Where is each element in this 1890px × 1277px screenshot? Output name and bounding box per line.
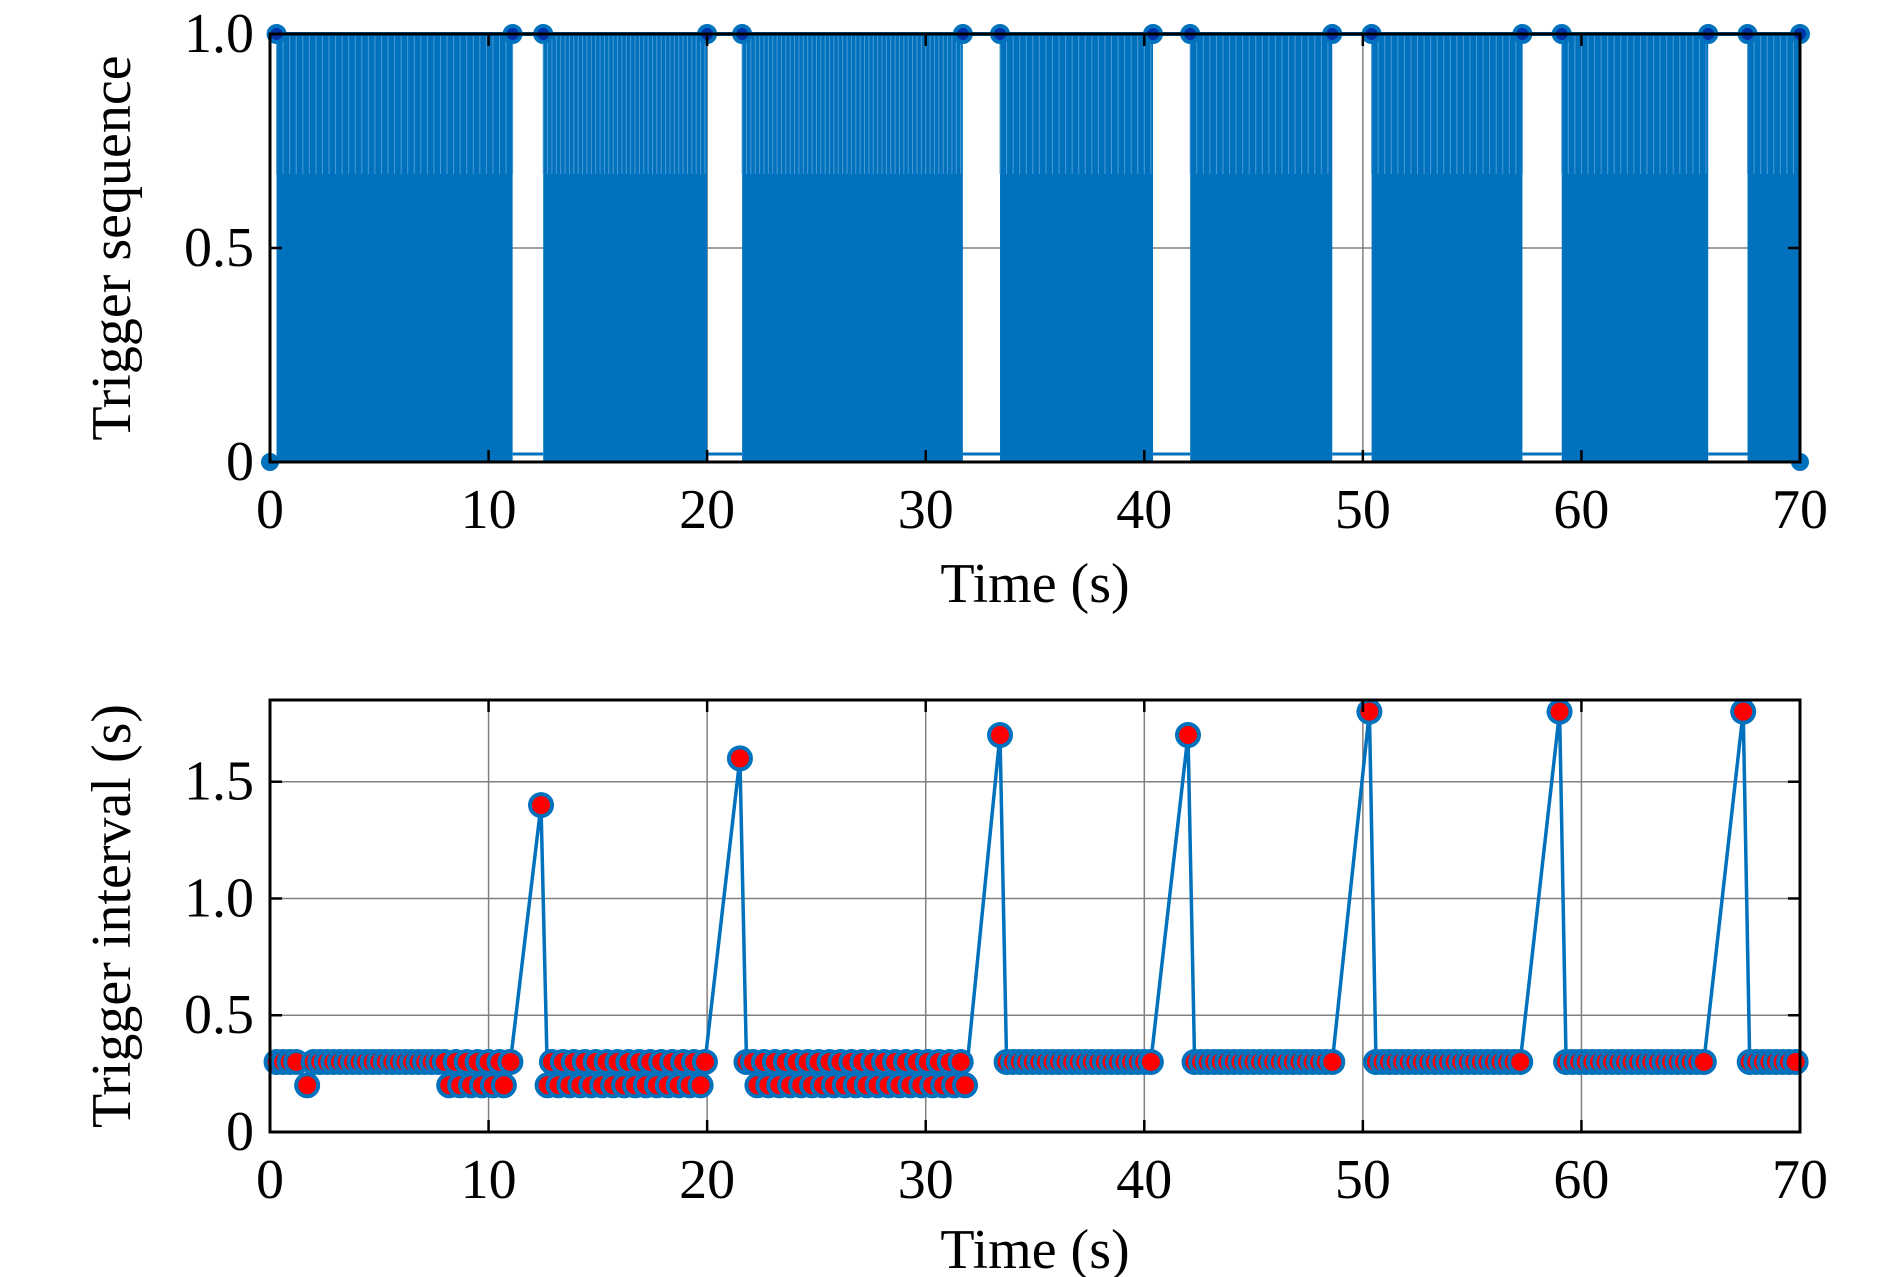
trigger-sequence-panel: 0 10 20 30 40 50 60 70 0 0.5 1.0 Time (s) Trigger… [81, 3, 1828, 615]
y-tick-label: 0.5 [184, 984, 254, 1046]
x-tick-label: 60 [1553, 1149, 1609, 1211]
x-tick-label: 50 [1335, 479, 1391, 541]
interval-point [1690, 1048, 1717, 1075]
interval-point [497, 1048, 524, 1075]
interval-point [1730, 698, 1757, 725]
interval-point [294, 1072, 321, 1099]
x-tick-label: 40 [1116, 1149, 1172, 1211]
interval-point [1175, 722, 1201, 749]
x-tick-label: 0 [256, 479, 284, 541]
axes-frame [268, 698, 1802, 1134]
y-tick-label: 1.0 [184, 3, 254, 65]
x-tick-label: 10 [461, 1149, 517, 1211]
x-tick-label: 50 [1335, 1149, 1391, 1211]
x-axis-label: Time (s) [940, 1219, 1129, 1277]
x-tick-label: 20 [679, 479, 735, 541]
x-tick-label: 30 [898, 1149, 954, 1211]
y-tick-labels: 0 0.5 1.0 1.5 [184, 751, 254, 1163]
ticks [268, 32, 1802, 464]
x-tick-label: 0 [256, 1149, 284, 1211]
y-axis-label: Trigger sequence [81, 55, 143, 440]
interval-point [726, 745, 753, 772]
x-tick-label: 10 [461, 479, 517, 541]
interval-point [1782, 1048, 1809, 1075]
interval-point [1319, 1048, 1346, 1075]
pulse-burst [1000, 34, 1154, 462]
interval-point [987, 722, 1014, 749]
interval-point [1137, 1048, 1164, 1075]
y-tick-labels: 0 0.5 1.0 [184, 3, 254, 493]
y-tick-label: 1.5 [184, 751, 254, 813]
interval-point [691, 1048, 718, 1075]
ticks [268, 700, 1802, 1134]
pulse-burst [1561, 34, 1709, 462]
interval-series [263, 698, 1809, 1099]
pulse-burst [1371, 34, 1523, 462]
trigger-pulses [261, 24, 1810, 471]
x-tick-label: 60 [1553, 479, 1609, 541]
x-tick-label: 70 [1772, 1149, 1828, 1211]
interval-point [952, 1072, 979, 1099]
interval-point [1507, 1048, 1534, 1075]
x-axis-label: Time (s) [940, 553, 1129, 615]
y-tick-label: 1.0 [184, 867, 254, 929]
x-tick-label: 70 [1772, 479, 1828, 541]
interval-point [687, 1072, 714, 1099]
y-tick-label: 0 [226, 431, 254, 493]
y-axis-label: Trigger interval (s) [81, 704, 143, 1128]
interval-point [490, 1072, 517, 1099]
interval-point [947, 1048, 974, 1075]
x-tick-label: 40 [1116, 479, 1172, 541]
x-tick-label: 30 [898, 479, 954, 541]
x-tick-labels: 0 10 20 30 40 50 60 70 [256, 479, 1828, 541]
pulse-burst [1190, 34, 1333, 462]
y-tick-label: 0 [226, 1101, 254, 1163]
interval-point [528, 792, 555, 819]
trigger-interval-panel: 0 10 20 30 40 50 60 70 0 0.5 1.0 1.5 Time (s) Trig… [81, 698, 1828, 1277]
y-tick-label: 0.5 [184, 217, 254, 279]
pulse-burst [543, 34, 708, 462]
x-tick-labels: 0 10 20 30 40 50 60 70 [256, 1149, 1828, 1211]
interval-point [1546, 698, 1573, 725]
x-tick-label: 20 [679, 1149, 735, 1211]
